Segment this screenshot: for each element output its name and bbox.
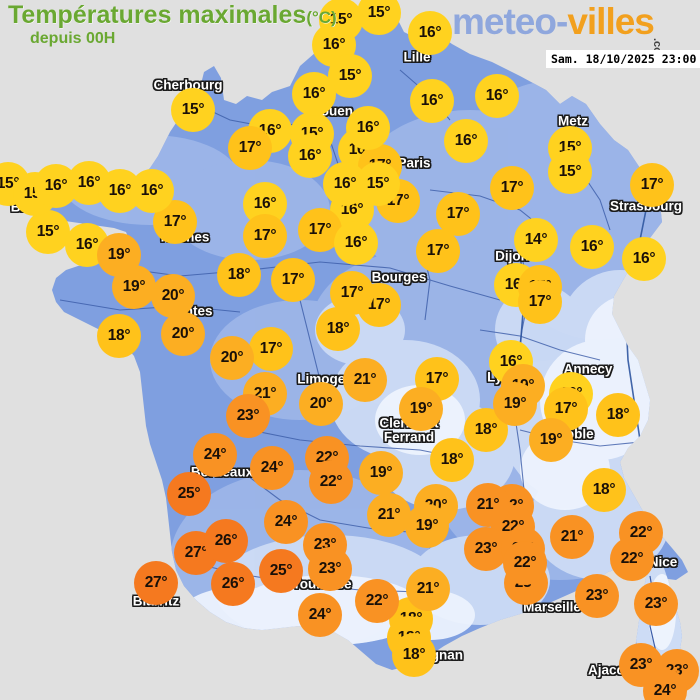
temperature-bubble: 27°	[134, 561, 178, 605]
temperature-bubble: 18°	[97, 314, 141, 358]
city-label-marseille: Marseille	[523, 599, 581, 615]
temperature-bubble: 16°	[130, 169, 174, 213]
temperature-bubble: 21°	[406, 567, 450, 611]
temperature-bubble: 16°	[410, 79, 454, 123]
temperature-bubble: 21°	[343, 358, 387, 402]
temperature-bubble: 16°	[408, 11, 452, 55]
temperature-bubble: 25°	[167, 472, 211, 516]
city-label-metz: Metz	[558, 113, 588, 129]
temperature-bubble: 25°	[259, 549, 303, 593]
temperature-bubble: 17°	[249, 327, 293, 371]
temperature-bubble: 16°	[444, 119, 488, 163]
temperature-bubble: 22°	[610, 537, 654, 581]
temperature-bubble: 15°	[356, 162, 400, 206]
meteo-villes-logo[interactable]: meteo-villes.com	[452, 1, 680, 64]
temperature-bubble: 15°	[26, 210, 70, 254]
temperature-bubble: 22°	[503, 541, 547, 585]
temperature-bubble: 20°	[151, 274, 195, 318]
temperature-bubble: 17°	[243, 214, 287, 258]
city-label-cherbourg: Cherbourg	[153, 77, 223, 93]
temperature-bubble: 21°	[466, 483, 510, 527]
temperature-bubble: 21°	[550, 515, 594, 559]
temperature-bubble: 18°	[464, 408, 508, 452]
temperature-bubble: 23°	[575, 574, 619, 618]
temperature-bubble: 18°	[392, 633, 436, 677]
temperature-bubble: 17°	[271, 258, 315, 302]
temperature-bubble: 17°	[416, 229, 460, 273]
temperature-bubble: 24°	[193, 433, 237, 477]
temperature-bubble: 24°	[298, 593, 342, 637]
temperature-bubble: 19°	[97, 233, 141, 277]
temperature-bubble: 15°	[171, 88, 215, 132]
temperature-bubble: 20°	[299, 382, 343, 426]
temperature-bubble: 22°	[309, 460, 353, 504]
temperature-bubble: 20°	[210, 336, 254, 380]
temperature-bubble: 14°	[514, 218, 558, 262]
temperature-bubble: 16°	[34, 164, 78, 208]
temperature-bubble: 17°	[228, 126, 272, 170]
temperature-bubble: 24°	[264, 500, 308, 544]
title-main-text: Températures maximales	[8, 1, 307, 29]
temperature-bubble: 19°	[399, 387, 443, 431]
city-label-limoges: Limoges	[297, 371, 353, 387]
temperature-bubble: 16°	[334, 221, 378, 265]
temperature-bubble: 20°	[161, 312, 205, 356]
temperature-bubble: 19°	[493, 382, 537, 426]
title-subtitle: depuis 00H	[30, 30, 116, 48]
temperature-bubble: 19°	[359, 451, 403, 495]
temperature-bubble: 16°	[346, 106, 390, 150]
temperature-bubble: 18°	[582, 468, 626, 512]
temperature-bubble: 18°	[430, 438, 474, 482]
temperature-bubble: 15°	[357, 0, 401, 35]
temperature-bubble: 16°	[292, 72, 336, 116]
temperature-bubble: 18°	[596, 393, 640, 437]
temperature-bubble: 16°	[323, 162, 367, 206]
temperature-bubble: 17°	[490, 166, 534, 210]
temperature-bubble: 18°	[217, 253, 261, 297]
page-title: Températures maximales(°C) depuis 00H	[8, 2, 337, 48]
temperature-bubble: 23°	[634, 582, 678, 626]
temperature-bubble: 17°	[518, 280, 562, 324]
temperature-bubble: 16°	[288, 134, 332, 178]
temperature-bubble: 17°	[630, 163, 674, 207]
temperature-bubble: 15°	[548, 150, 592, 194]
temperature-bubble: 23°	[226, 394, 270, 438]
temperature-bubble: 24°	[643, 669, 687, 700]
temperature-bubble: 23°	[308, 547, 352, 591]
temperature-bubble: 16°	[622, 237, 666, 281]
title-unit: (°C)	[306, 8, 337, 27]
temperature-bubble: 24°	[250, 446, 294, 490]
logo-text-primary: meteo-	[452, 1, 568, 42]
timestamp-badge: Sam. 18/10/2025 23:00	[546, 50, 700, 68]
temperature-bubble: 17°	[330, 271, 374, 315]
temperature-bubble: 16°	[570, 225, 614, 269]
temperature-bubble: 22°	[355, 579, 399, 623]
temperature-bubble: 19°	[405, 504, 449, 548]
city-label-nice: Nice	[648, 554, 678, 570]
temperature-bubble: 17°	[436, 192, 480, 236]
temperature-bubble: 26°	[204, 519, 248, 563]
temperature-bubble: 27°	[174, 531, 218, 575]
temperature-bubble: 23°	[464, 527, 508, 571]
temperature-bubble: 19°	[112, 265, 156, 309]
temperature-bubble: 19°	[529, 418, 573, 462]
city-label-paris: Paris	[397, 155, 431, 171]
temperature-bubble: 21°	[367, 493, 411, 537]
temperature-bubble: 16°	[475, 74, 519, 118]
logo-text-secondary: villes	[567, 1, 655, 42]
city-label-bourges: Bourges	[371, 269, 427, 285]
temperature-bubble: 26°	[211, 562, 255, 606]
temperature-bubble: 17°	[153, 200, 197, 244]
